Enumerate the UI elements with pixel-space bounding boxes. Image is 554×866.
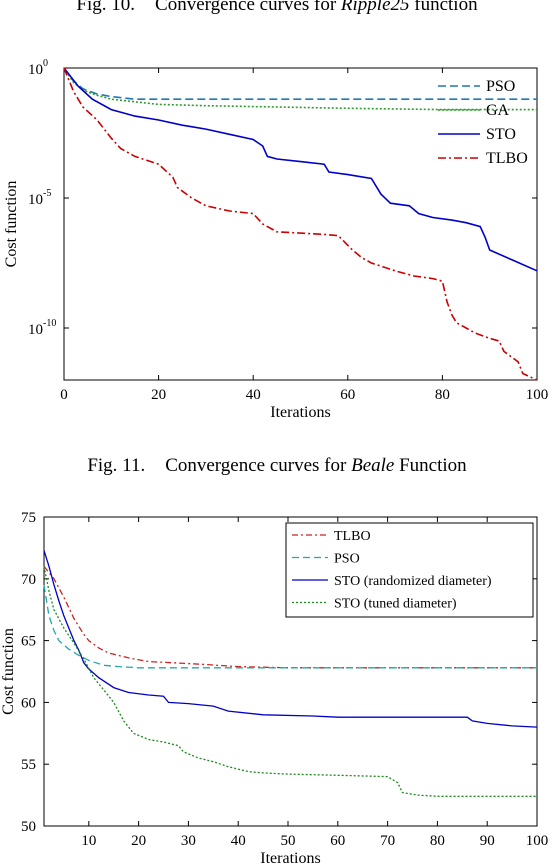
- legend-label: TLBO: [486, 150, 528, 167]
- legend-label: PSO: [334, 552, 360, 567]
- legend-label: STO (tuned diameter): [334, 597, 457, 612]
- x-tick-label: 80: [430, 833, 445, 849]
- caption-function-name: Beale: [351, 455, 395, 476]
- x-tick-label: 30: [181, 833, 196, 849]
- caption-number: Fig. 11.: [87, 455, 146, 476]
- plot-area: [43, 516, 538, 827]
- y-tick-label: 100: [28, 58, 48, 78]
- series-line-3: [63, 67, 538, 272]
- legend-label: STO: [486, 126, 516, 143]
- x-tick-label: 90: [480, 833, 495, 849]
- x-tick-label: 0: [60, 387, 68, 403]
- caption-text-before: Convergence curves for: [165, 455, 352, 476]
- series-line-2: [43, 584, 537, 669]
- x-axis-label: Iterations: [260, 850, 320, 866]
- series-line-4: [63, 67, 538, 381]
- y-tick-label: 55: [21, 757, 36, 773]
- caption-text-before: Convergence curves for: [155, 0, 341, 15]
- y-tick-label: 60: [21, 695, 36, 711]
- plot-area: [63, 67, 538, 381]
- x-tick-label: 20: [131, 833, 146, 849]
- y-tick-label: 10-5: [28, 188, 51, 208]
- caption-text-after: function: [409, 0, 478, 15]
- legend-label: TLBO: [334, 529, 371, 544]
- y-tick-label: 70: [21, 572, 36, 588]
- x-tick-label: 60: [330, 833, 345, 849]
- x-tick-label: 70: [380, 833, 395, 849]
- figure-caption-1: Fig. 10. Convergence curves for Ripple25 …: [0, 0, 554, 16]
- caption-number: Fig. 10.: [76, 0, 136, 15]
- x-tick-label: 10: [81, 833, 96, 849]
- series-line-3: [43, 550, 538, 728]
- caption-text-after: Function: [394, 455, 467, 476]
- y-tick-label: 10-10: [28, 318, 56, 338]
- x-tick-label: 40: [231, 833, 246, 849]
- caption-function-name: Ripple25: [340, 0, 410, 15]
- chart-ripple25: 0 20 40 60 80 100 100 10-5 10-10 Iterations Cost f…: [3, 58, 549, 421]
- legend-label: GA: [486, 102, 510, 119]
- legend-label: PSO: [486, 78, 515, 95]
- legend-label: STO (randomized diameter): [334, 574, 492, 589]
- x-tick-label: 20: [151, 387, 166, 403]
- series-line-2: [63, 67, 537, 111]
- x-tick-label: 100: [526, 387, 549, 403]
- chart-beale: 10 20 30 40 50 60 70 80 90 100 50 55 60 65 70 75 Iterati…: [0, 510, 549, 866]
- x-tick-label: 50: [281, 833, 296, 849]
- y-tick-label: 50: [21, 819, 36, 835]
- x-axis-label: Iterations: [270, 404, 330, 421]
- y-axis-label: Cost function: [3, 181, 20, 268]
- legend-box: [285, 522, 534, 618]
- series-line-1: [63, 67, 537, 101]
- x-tick-label: 60: [340, 387, 355, 403]
- y-tick-label: 75: [21, 510, 36, 526]
- y-tick-label: 65: [21, 634, 36, 650]
- y-axis-label: Cost function: [0, 628, 17, 715]
- x-tick-label: 100: [526, 833, 549, 849]
- figure-caption-2: Fig. 11. Convergence curves for Beale Fun…: [0, 455, 554, 477]
- series-line-4: [43, 566, 537, 797]
- x-tick-label: 80: [435, 387, 450, 403]
- x-tick-label: 40: [246, 387, 261, 403]
